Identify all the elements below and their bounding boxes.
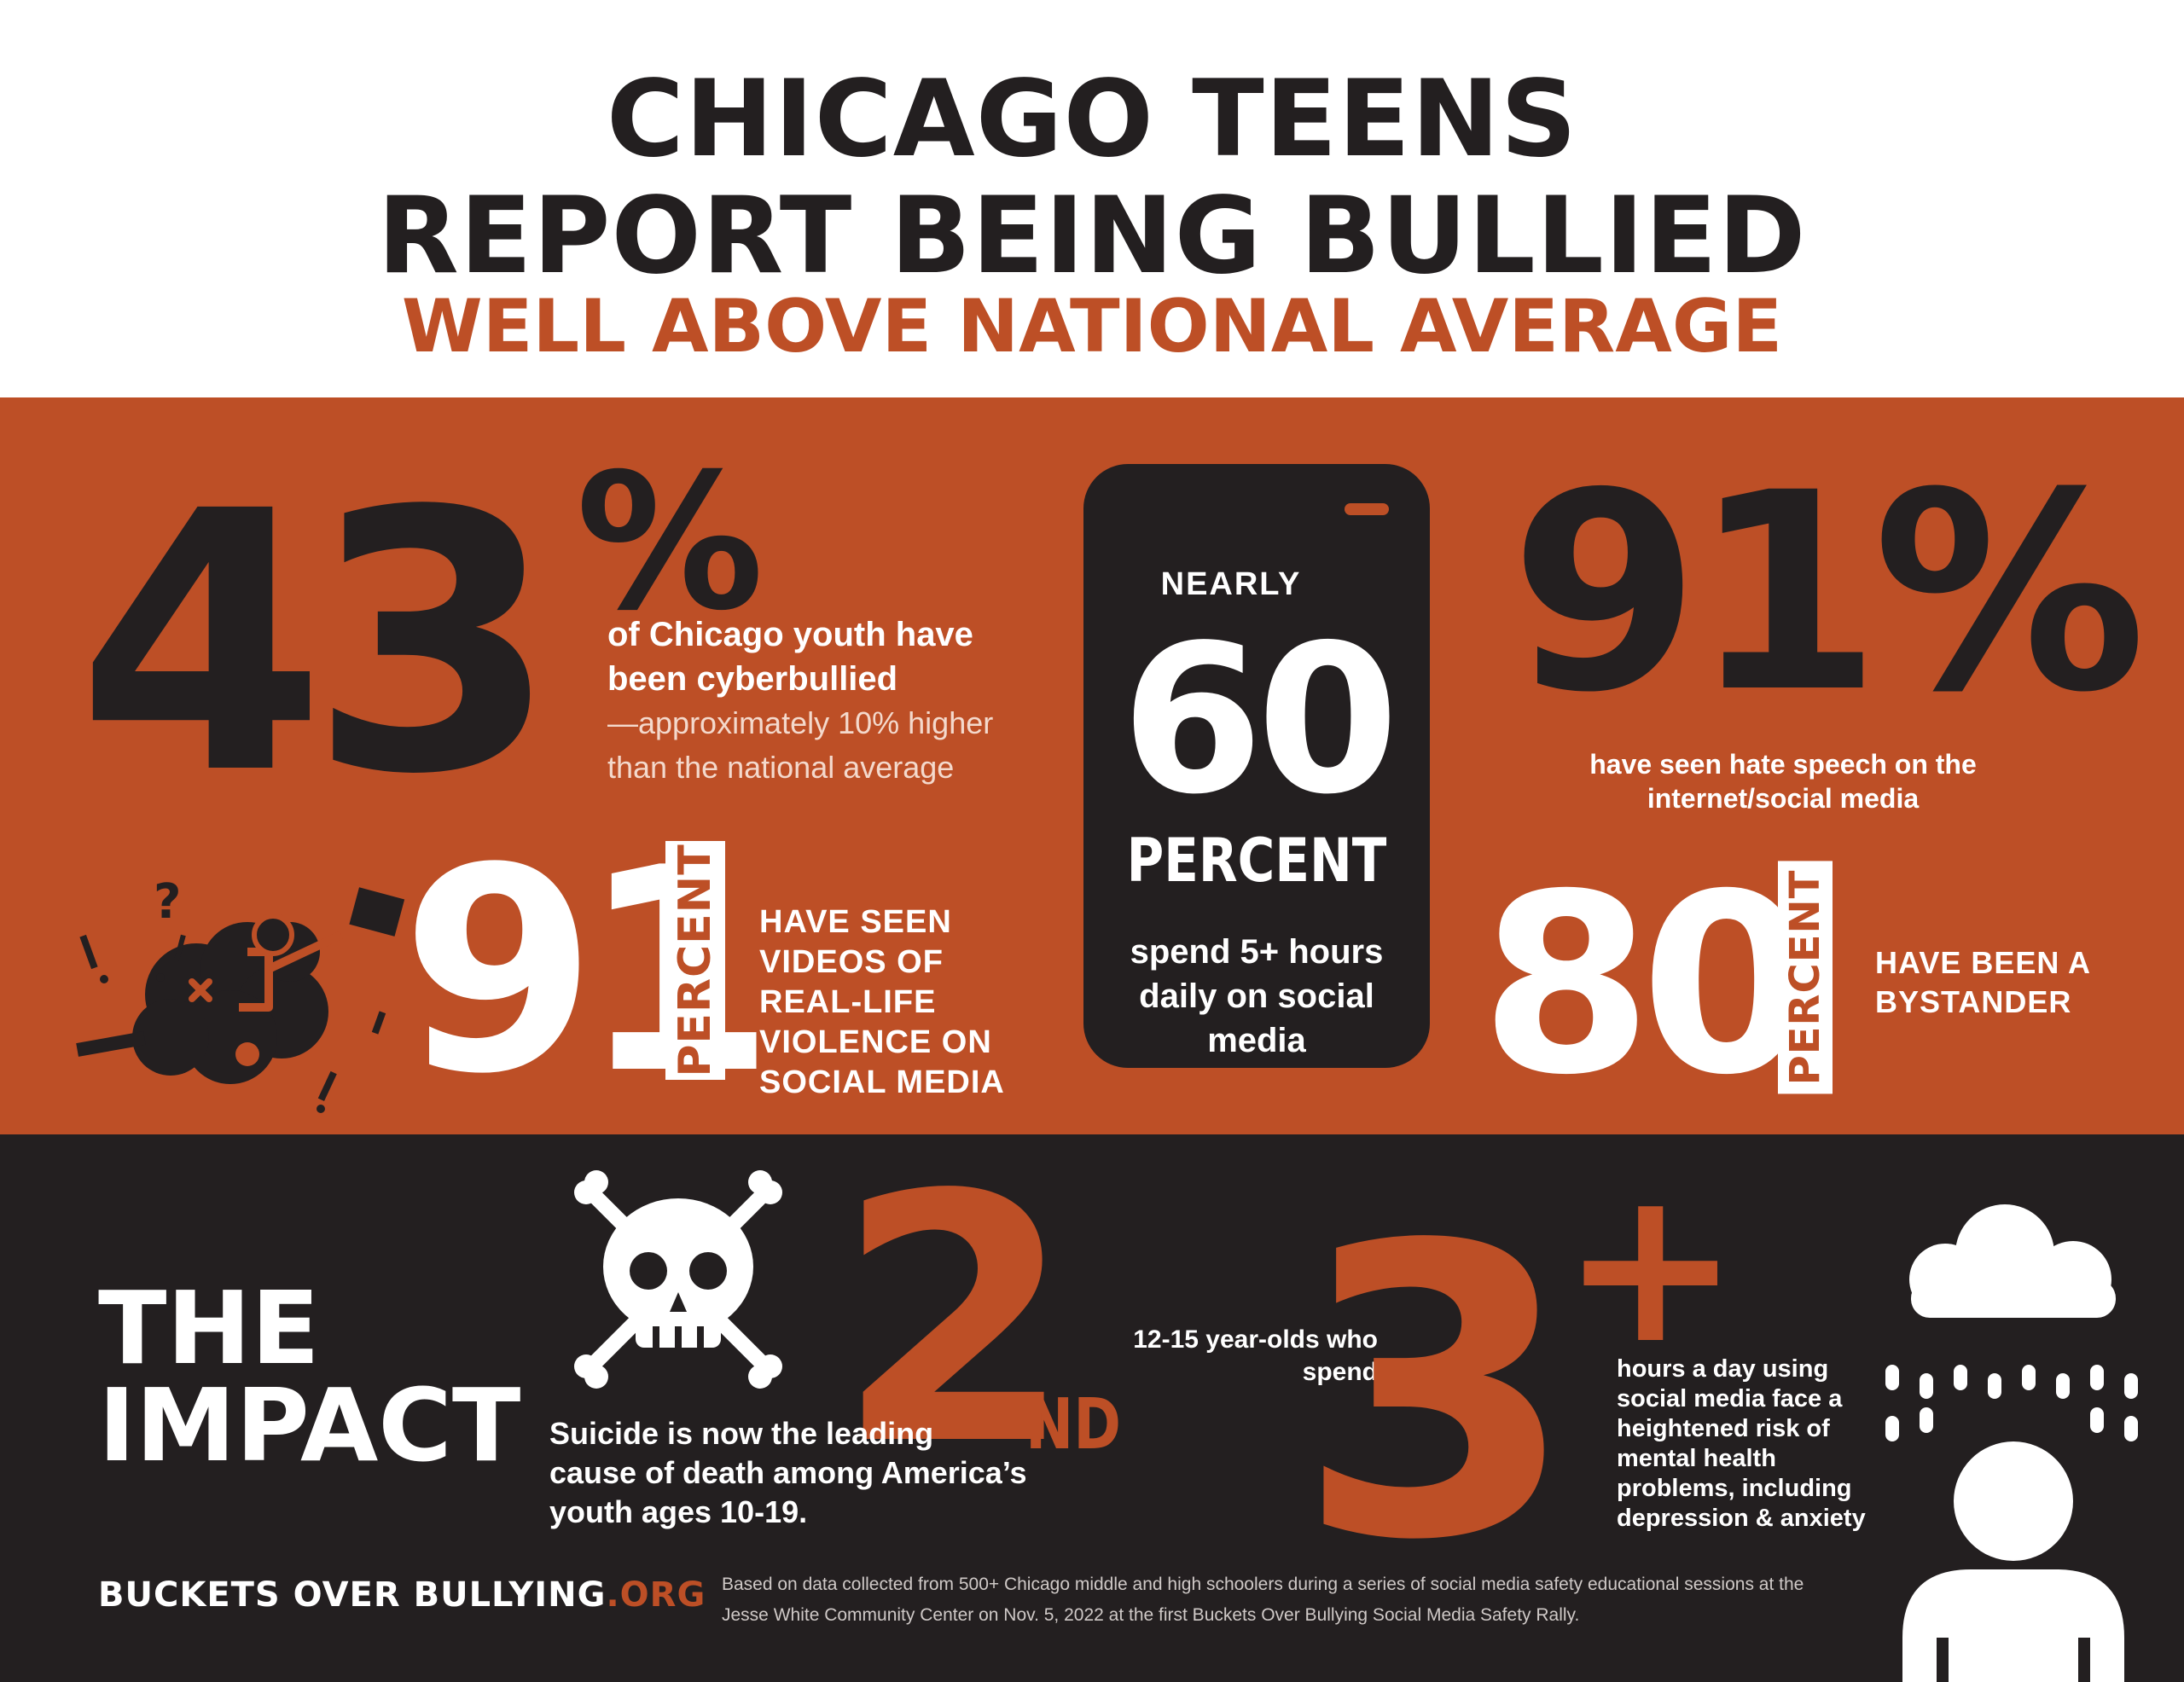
footer-logo-tld: .ORG — [606, 1575, 706, 1615]
bystander-text: HAVE BEEN A BYSTANDER — [1875, 945, 2090, 1019]
title-line-1: CHICAGO TEENS — [606, 58, 1578, 181]
second-text: Suicide is now the leading cause of deat… — [549, 1416, 1027, 1529]
svg-text:?: ? — [154, 874, 181, 930]
bystander-unit: PERCENT — [1778, 861, 1833, 1094]
three-plus: + — [1561, 1142, 1740, 1390]
three-intro: 12-15 year-olds who spend — [1133, 1325, 1378, 1386]
cyberbullied-text-bold: of Chicago youth have been cyberbullied — [607, 616, 973, 698]
subtitle: WELL ABOVE NATIONAL AVERAGE — [401, 284, 1783, 369]
violence-videos-unit-tag — [665, 841, 725, 1080]
phone-icon: NEARLY 60 PERCENT spend 5+ hours daily o… — [1083, 464, 1430, 1068]
bystander-number: 80 — [1480, 842, 1813, 1129]
phone-unit: PERCENT — [1126, 826, 1387, 896]
footer-note: Based on data collected from 500+ Chicag… — [722, 1575, 1804, 1625]
phone-speaker — [1345, 503, 1389, 515]
phone-nearly-label: NEARLY — [1160, 566, 1302, 602]
impact-title: THE IMPACT — [98, 1269, 521, 1484]
hate-speech-number: 91% — [1510, 435, 2146, 752]
violence-videos-unit: PERCENT — [670, 844, 721, 1077]
cyberbullied-number: 43 — [77, 436, 559, 853]
footer-logo: BUCKETS OVER BULLYING.ORG — [98, 1578, 706, 1612]
three-number: 3 — [1297, 1161, 1577, 1627]
stats-band: 43 % of Chicago youth have been cyberbul… — [0, 397, 2184, 1134]
cyberbullied-percent-sign: % — [576, 433, 764, 652]
phone-text: spend 5+ hours daily on social media — [1130, 933, 1384, 1059]
second-number: 2 — [836, 1123, 1074, 1520]
header: CHICAGO TEENS REPORT BEING BULLIED WELL … — [0, 0, 2184, 397]
rain-cloud-person-icon — [1885, 1204, 2138, 1682]
violence-videos-text: HAVE SEEN VIDEOS OF REAL-LIFE VIOLENCE O… — [759, 904, 1005, 1100]
impact-band: THE IMPACT — [0, 1134, 2184, 1682]
skull-crossbones-icon — [574, 1170, 782, 1389]
fight-cloud-icon: ? — [76, 874, 405, 1113]
second-suffix: ND — [1025, 1384, 1122, 1465]
phone-number: 60 — [1121, 600, 1399, 839]
three-text: hours a day using social media face a he… — [1617, 1355, 1866, 1532]
impact-title-line-2: IMPACT — [98, 1366, 521, 1484]
title-line-2: REPORT BEING BULLIED — [377, 175, 1807, 298]
cyberbullied-text-light: —approximately 10% higher than the natio… — [607, 705, 994, 785]
footer-logo-main: BUCKETS OVER BULLYING — [98, 1575, 607, 1615]
impact-title-line-1: THE — [98, 1269, 320, 1387]
hate-speech-text: have seen hate speech on the internet/so… — [1589, 749, 1977, 814]
